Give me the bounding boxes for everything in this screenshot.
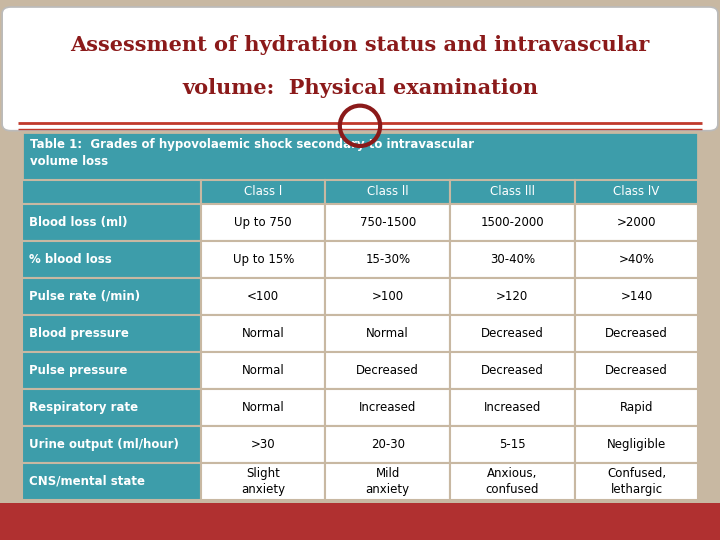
- Text: volume:  Physical examination: volume: Physical examination: [182, 78, 538, 98]
- Text: >120: >120: [496, 290, 528, 303]
- Text: Class lV: Class lV: [613, 185, 660, 199]
- Text: Increased: Increased: [359, 401, 416, 414]
- FancyBboxPatch shape: [325, 180, 450, 204]
- FancyBboxPatch shape: [201, 463, 325, 500]
- FancyBboxPatch shape: [325, 315, 450, 352]
- FancyBboxPatch shape: [2, 7, 718, 131]
- Text: Decreased: Decreased: [481, 363, 544, 377]
- Text: >30: >30: [251, 437, 276, 450]
- FancyBboxPatch shape: [22, 241, 201, 278]
- FancyBboxPatch shape: [450, 180, 575, 204]
- FancyBboxPatch shape: [201, 389, 325, 426]
- FancyBboxPatch shape: [575, 241, 698, 278]
- FancyBboxPatch shape: [201, 315, 325, 352]
- Text: Decreased: Decreased: [605, 327, 668, 340]
- Text: Blood loss (ml): Blood loss (ml): [29, 216, 127, 229]
- FancyBboxPatch shape: [325, 352, 450, 389]
- Text: Pulse pressure: Pulse pressure: [29, 363, 127, 377]
- FancyBboxPatch shape: [22, 389, 201, 426]
- Text: >140: >140: [621, 290, 652, 303]
- FancyBboxPatch shape: [0, 503, 720, 540]
- FancyBboxPatch shape: [450, 204, 575, 241]
- FancyBboxPatch shape: [325, 389, 450, 426]
- FancyBboxPatch shape: [325, 204, 450, 241]
- Text: Urine output (ml/hour): Urine output (ml/hour): [29, 437, 179, 450]
- FancyBboxPatch shape: [22, 180, 201, 204]
- Text: Decreased: Decreased: [481, 327, 544, 340]
- FancyBboxPatch shape: [575, 278, 698, 315]
- FancyBboxPatch shape: [575, 389, 698, 426]
- FancyBboxPatch shape: [450, 278, 575, 315]
- Text: Mild
anxiety: Mild anxiety: [366, 467, 410, 496]
- Text: Confused,
lethargic: Confused, lethargic: [607, 467, 666, 496]
- Text: >2000: >2000: [617, 216, 656, 229]
- Text: Blood pressure: Blood pressure: [29, 327, 129, 340]
- Text: Decreased: Decreased: [356, 363, 419, 377]
- Text: Slight
anxiety: Slight anxiety: [241, 467, 285, 496]
- FancyBboxPatch shape: [201, 204, 325, 241]
- Text: Decreased: Decreased: [605, 363, 668, 377]
- Text: Respiratory rate: Respiratory rate: [29, 401, 138, 414]
- Text: 20-30: 20-30: [371, 437, 405, 450]
- Text: Normal: Normal: [242, 401, 284, 414]
- FancyBboxPatch shape: [201, 352, 325, 389]
- FancyBboxPatch shape: [201, 426, 325, 463]
- Text: 30-40%: 30-40%: [490, 253, 535, 266]
- FancyBboxPatch shape: [575, 315, 698, 352]
- Text: Table 1:  Grades of hypovolaemic shock secondary to intravascular
volume loss: Table 1: Grades of hypovolaemic shock se…: [30, 138, 474, 168]
- FancyBboxPatch shape: [575, 204, 698, 241]
- FancyBboxPatch shape: [450, 352, 575, 389]
- FancyBboxPatch shape: [201, 241, 325, 278]
- Text: Pulse rate (/min): Pulse rate (/min): [29, 290, 140, 303]
- Text: Assessment of hydration status and intravascular: Assessment of hydration status and intra…: [71, 35, 649, 55]
- FancyBboxPatch shape: [575, 352, 698, 389]
- FancyBboxPatch shape: [22, 204, 201, 241]
- Text: Normal: Normal: [242, 327, 284, 340]
- Text: Normal: Normal: [366, 327, 409, 340]
- Text: 750-1500: 750-1500: [359, 216, 416, 229]
- FancyBboxPatch shape: [450, 426, 575, 463]
- FancyBboxPatch shape: [450, 241, 575, 278]
- FancyBboxPatch shape: [22, 132, 698, 180]
- FancyBboxPatch shape: [325, 278, 450, 315]
- FancyBboxPatch shape: [575, 426, 698, 463]
- Text: % blood loss: % blood loss: [29, 253, 112, 266]
- Text: >40%: >40%: [618, 253, 654, 266]
- Text: Class lll: Class lll: [490, 185, 535, 199]
- FancyBboxPatch shape: [22, 352, 201, 389]
- Text: Anxious,
confused: Anxious, confused: [485, 467, 539, 496]
- Text: 5-15: 5-15: [499, 437, 526, 450]
- FancyBboxPatch shape: [325, 241, 450, 278]
- FancyBboxPatch shape: [450, 315, 575, 352]
- Text: Up to 15%: Up to 15%: [233, 253, 294, 266]
- FancyBboxPatch shape: [575, 180, 698, 204]
- Text: CNS/mental state: CNS/mental state: [29, 475, 145, 488]
- FancyBboxPatch shape: [575, 463, 698, 500]
- FancyBboxPatch shape: [22, 278, 201, 315]
- Text: 15-30%: 15-30%: [365, 253, 410, 266]
- FancyBboxPatch shape: [22, 426, 201, 463]
- FancyBboxPatch shape: [450, 389, 575, 426]
- Text: Increased: Increased: [484, 401, 541, 414]
- FancyBboxPatch shape: [201, 180, 325, 204]
- Text: Class ll: Class ll: [367, 185, 408, 199]
- FancyBboxPatch shape: [22, 315, 201, 352]
- FancyBboxPatch shape: [450, 463, 575, 500]
- Text: 1500-2000: 1500-2000: [480, 216, 544, 229]
- FancyBboxPatch shape: [325, 426, 450, 463]
- Text: Normal: Normal: [242, 363, 284, 377]
- Text: Up to 750: Up to 750: [235, 216, 292, 229]
- Text: <100: <100: [247, 290, 279, 303]
- FancyBboxPatch shape: [201, 278, 325, 315]
- Text: >100: >100: [372, 290, 404, 303]
- FancyBboxPatch shape: [22, 463, 201, 500]
- FancyBboxPatch shape: [325, 463, 450, 500]
- Text: Negligible: Negligible: [607, 437, 666, 450]
- Text: Class l: Class l: [244, 185, 282, 199]
- Text: Rapid: Rapid: [620, 401, 653, 414]
